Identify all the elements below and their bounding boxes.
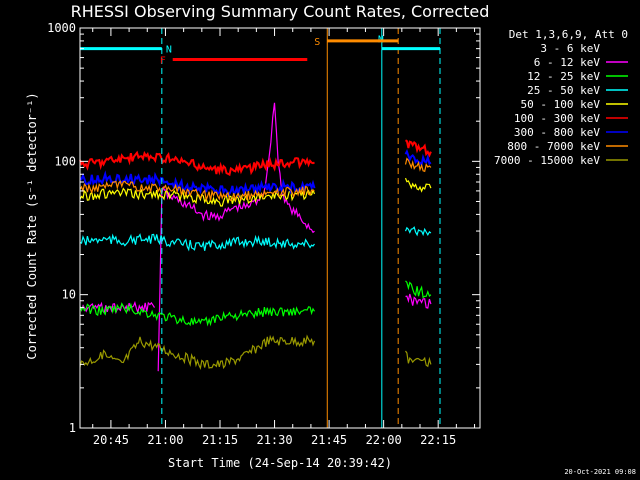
series-line-25-50-kev <box>79 233 315 252</box>
flag-label-2: F <box>160 56 166 67</box>
series-line-25-50-kev <box>404 226 432 237</box>
legend-label: 300 - 800 keV <box>514 126 600 139</box>
series-line-100-300-kev <box>405 139 432 158</box>
chart-title: RHESSI Observing Summary Count Rates, Co… <box>71 2 490 21</box>
x-tick-label: 20:45 <box>93 433 129 447</box>
x-tick-label: 22:00 <box>366 433 402 447</box>
series-line-12-25-kev <box>405 280 432 299</box>
legend-label: 25 - 50 keV <box>527 84 600 97</box>
series-line-300-800-kev <box>404 149 432 167</box>
flag-label-3: S <box>314 37 320 48</box>
series-line-800-7000-kev <box>79 180 315 203</box>
y-tick-label: 100 <box>54 154 76 168</box>
y-tick-label: 10 <box>62 288 76 302</box>
y-axis-label: Corrected Count Rate (s⁻¹ detector⁻¹) <box>25 92 39 359</box>
legend-label: 800 - 7000 keV <box>507 140 600 153</box>
series-line-50-100-kev <box>404 177 432 193</box>
legend-label: 7000 - 15000 keV <box>494 154 600 167</box>
series-line-6-12-kev <box>79 300 156 315</box>
legend-label: 50 - 100 keV <box>521 98 601 111</box>
legend-label: 6 - 12 keV <box>534 56 601 69</box>
series-line-300-800-kev <box>79 170 316 198</box>
legend-label: 12 - 25 keV <box>527 70 600 83</box>
flag-label-0: N <box>166 45 172 56</box>
x-tick-label: 21:45 <box>311 433 347 447</box>
x-tick-label: 22:15 <box>420 433 456 447</box>
x-tick-label: 21:30 <box>256 433 292 447</box>
x-tick-label: 21:00 <box>147 433 183 447</box>
legend-title: Det 1,3,6,9, Att 0 <box>509 28 628 41</box>
series-line-800-7000-kev <box>404 157 432 173</box>
series-line-3-6-kev <box>404 388 432 409</box>
x-axis-label: Start Time (24-Sep-14 20:39:42) <box>168 456 392 470</box>
y-tick-label: 1000 <box>47 21 76 35</box>
series-line-7000-15000-kev <box>405 350 432 368</box>
legend-label: 100 - 300 keV <box>514 112 600 125</box>
legend-label: 3 - 6 keV <box>540 42 600 55</box>
series-line-7000-15000-kev <box>79 334 316 371</box>
series-line-3-6-kev <box>80 90 315 419</box>
series-line-6-12-kev <box>405 293 432 309</box>
series-line-6-12-kev <box>157 102 315 372</box>
series-line-100-300-kev <box>79 150 315 177</box>
plot-area: NNFS110100100020:4521:0021:1521:3021:452… <box>47 21 481 447</box>
y-tick-label: 1 <box>69 421 76 435</box>
series-line-12-25-kev <box>79 302 316 327</box>
footer-date: 20-Oct-2021 09:08 <box>564 468 636 476</box>
axes-frame <box>79 27 481 429</box>
x-tick-label: 21:15 <box>202 433 238 447</box>
